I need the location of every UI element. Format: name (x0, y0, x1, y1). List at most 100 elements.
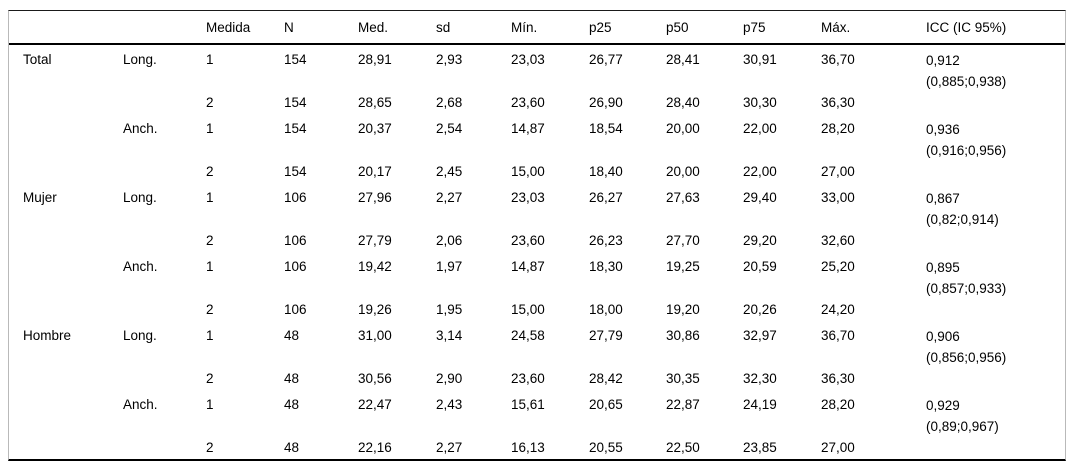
cell-p75: 29,40 (743, 190, 777, 205)
cell-sd: 1,97 (436, 259, 463, 274)
cell-medida: 1 (206, 259, 214, 274)
cell-min: 23,60 (511, 233, 545, 248)
cell-p50: 19,25 (666, 259, 700, 274)
icc-value: 0,936 (926, 122, 960, 137)
cell-icc (912, 230, 1065, 252)
cell-type: Anch. (123, 397, 158, 412)
cell-group (9, 161, 109, 183)
cell-max: 33,00 (821, 190, 855, 205)
table-row: 2 48 22,16 2,27 16,13 20,55 22,50 23,85 … (9, 437, 1065, 459)
cell-type (109, 230, 192, 252)
cell-group: Mujer (23, 190, 57, 205)
cell-max: 36,30 (821, 95, 855, 110)
header-p50: p50 (652, 11, 729, 45)
cell-p25: 20,55 (589, 440, 623, 455)
header-p25: p25 (575, 11, 652, 45)
table-row: Mujer Long. 1 106 27,96 2,27 23,03 26,27… (9, 183, 1065, 230)
cell-min: 23,60 (511, 371, 545, 386)
cell-sd: 2,06 (436, 233, 463, 248)
cell-p50: 22,87 (666, 397, 700, 412)
cell-p75: 24,19 (743, 397, 777, 412)
cell-p25: 18,40 (589, 164, 623, 179)
cell-group: Hombre (23, 328, 72, 343)
cell-group (9, 92, 109, 114)
cell-type (109, 161, 192, 183)
cell-max: 24,20 (821, 302, 855, 317)
cell-p50: 20,00 (666, 121, 700, 136)
cell-icc: 0,867 (0,82;0,914) (912, 183, 1065, 230)
table-row: Anch. 1 154 20,37 2,54 14,87 18,54 20,00… (9, 114, 1065, 161)
table-row: 2 48 30,56 2,90 23,60 28,42 30,35 32,30 … (9, 368, 1065, 390)
header-p75: p75 (729, 11, 807, 45)
cell-med: 28,65 (358, 95, 392, 110)
cell-p50: 19,20 (666, 302, 700, 317)
cell-group (9, 437, 109, 459)
cell-medida: 2 (206, 95, 214, 110)
cell-icc: 0,895 (0,857;0,933) (912, 252, 1065, 299)
cell-p50: 28,41 (666, 52, 700, 67)
header-row: Medida N Med. sd Mín. p25 p50 p75 Máx. I… (9, 11, 1065, 45)
cell-medida: 1 (206, 328, 214, 343)
cell-med: 27,79 (358, 233, 392, 248)
table-row: Hombre Long. 1 48 31,00 3,14 24,58 27,79… (9, 321, 1065, 368)
cell-max: 32,60 (821, 233, 855, 248)
cell-type (109, 92, 192, 114)
cell-min: 15,00 (511, 164, 545, 179)
cell-p25: 26,77 (589, 52, 623, 67)
cell-p75: 30,91 (743, 52, 777, 67)
table-row: 2 154 20,17 2,45 15,00 18,40 20,00 22,00… (9, 161, 1065, 183)
table-body: Total Long. 1 154 28,91 2,93 23,03 26,77… (9, 44, 1065, 459)
header-type (109, 11, 192, 45)
cell-n: 154 (284, 95, 307, 110)
cell-p75: 23,85 (743, 440, 777, 455)
header-med: Med. (344, 11, 422, 45)
cell-p50: 30,35 (666, 371, 700, 386)
cell-med: 27,96 (358, 190, 392, 205)
cell-min: 16,13 (511, 440, 545, 455)
cell-p75: 20,26 (743, 302, 777, 317)
table-row: 2 106 19,26 1,95 15,00 18,00 19,20 20,26… (9, 299, 1065, 321)
cell-sd: 2,27 (436, 190, 463, 205)
cell-p75: 30,30 (743, 95, 777, 110)
cell-med: 22,16 (358, 440, 392, 455)
cell-p25: 18,00 (589, 302, 623, 317)
cell-n: 106 (284, 259, 307, 274)
header-sd: sd (422, 11, 497, 45)
cell-n: 48 (284, 328, 300, 343)
cell-n: 154 (284, 52, 307, 67)
cell-p75: 20,59 (743, 259, 777, 274)
cell-min: 15,61 (511, 397, 545, 412)
cell-n: 106 (284, 233, 307, 248)
cell-max: 36,30 (821, 371, 855, 386)
cell-n: 154 (284, 164, 307, 179)
cell-type (109, 368, 192, 390)
cell-icc: 0,936 (0,916;0,956) (912, 114, 1065, 161)
cell-medida: 1 (206, 190, 214, 205)
cell-p25: 28,42 (589, 371, 623, 386)
statistics-table: Medida N Med. sd Mín. p25 p50 p75 Máx. I… (9, 11, 1065, 459)
cell-med: 20,37 (358, 121, 392, 136)
cell-med: 22,47 (358, 397, 392, 412)
header-group (9, 11, 109, 45)
cell-medida: 2 (206, 440, 214, 455)
header-min: Mín. (497, 11, 575, 45)
cell-p50: 27,63 (666, 190, 700, 205)
icc-value: 0,929 (926, 398, 960, 413)
cell-medida: 1 (206, 121, 214, 136)
cell-sd: 2,90 (436, 371, 463, 386)
cell-min: 24,58 (511, 328, 545, 343)
cell-p75: 29,20 (743, 233, 777, 248)
table-header: Medida N Med. sd Mín. p25 p50 p75 Máx. I… (9, 11, 1065, 45)
cell-sd: 2,68 (436, 95, 463, 110)
table-row: Total Long. 1 154 28,91 2,93 23,03 26,77… (9, 44, 1065, 92)
cell-sd: 2,27 (436, 440, 463, 455)
cell-icc (912, 299, 1065, 321)
cell-min: 14,87 (511, 259, 545, 274)
cell-type: Long. (123, 328, 157, 343)
cell-sd: 2,43 (436, 397, 463, 412)
cell-type: Long. (123, 190, 157, 205)
cell-p25: 26,27 (589, 190, 623, 205)
cell-group: Total (23, 52, 52, 67)
cell-icc (912, 161, 1065, 183)
